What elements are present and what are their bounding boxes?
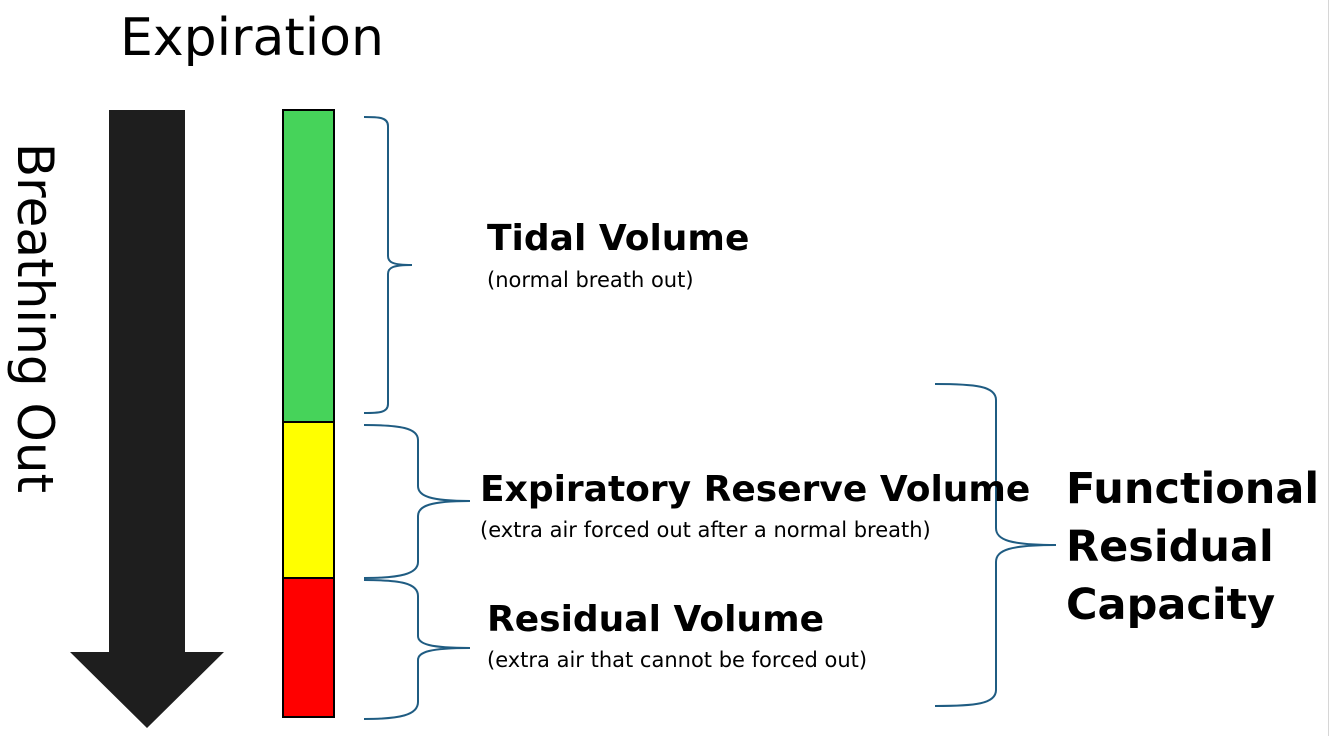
expiratory-reserve-brace (363, 424, 471, 579)
expiratory-reserve-note: (extra air forced out after a normal bre… (480, 518, 931, 542)
tidal-volume-title: Tidal Volume (487, 218, 750, 259)
tidal-volume-bar-segment (282, 109, 335, 423)
tidal-volume-note: (normal breath out) (487, 268, 694, 292)
capacity-line-2: Residual (1066, 522, 1274, 572)
functional-residual-capacity-brace (934, 383, 1057, 707)
breathing-out-arrow (70, 110, 224, 728)
right-border (1328, 0, 1329, 736)
residual-volume-bar-segment (282, 577, 335, 718)
functional-residual-capacity-label: Functional Residual Capacity (1066, 460, 1319, 634)
residual-volume-brace (363, 579, 471, 720)
capacity-line-1: Functional (1066, 464, 1320, 514)
residual-volume-note: (extra air that cannot be forced out) (487, 648, 868, 672)
expiratory-reserve-title: Expiratory Reserve Volume (480, 469, 1031, 510)
diagram-title: Expiration (120, 8, 384, 68)
expiratory-reserve-bar-segment (282, 421, 335, 579)
capacity-line-3: Capacity (1066, 580, 1276, 630)
tidal-volume-brace (363, 116, 413, 414)
residual-volume-title: Residual Volume (487, 599, 824, 640)
